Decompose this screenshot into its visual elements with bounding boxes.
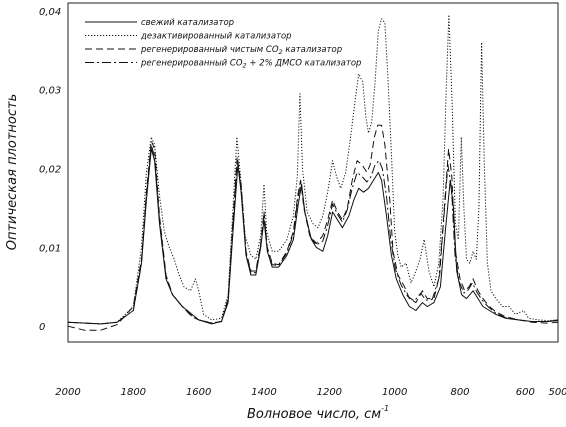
legend-label-2: дезактивированный катализатор (140, 32, 292, 42)
y-axis-title: Оптическая плотность (5, 94, 20, 251)
y-tick-label: 0,01 (39, 243, 61, 254)
x-tick-label: 600 (516, 387, 535, 398)
x-axis-title-main: Волновое число, см (247, 407, 381, 422)
series-line-2 (67, 14, 559, 325)
legend-label-3: регенерированный чистым СО2 катализатор (140, 45, 342, 56)
x-tick-label: 800 (450, 387, 469, 398)
x-tick-label: 1000 (382, 387, 407, 398)
x-axis-title: Волновое число, см-1 (247, 404, 389, 422)
series-layer (67, 14, 559, 331)
series-line-1 (67, 148, 559, 325)
x-tick-label: 2000 (55, 387, 80, 398)
legend: свежий катализатор дезактивированный ката… (85, 18, 361, 70)
y-tick-labels: 0 0,01 0,02 0,03 0,04 (39, 7, 61, 333)
x-tick-label: 1800 (121, 387, 146, 398)
x-tick-label: 1600 (186, 387, 211, 398)
y-tick-label: 0,03 (39, 86, 61, 97)
y-tick-label: 0,02 (39, 165, 61, 176)
y-tick-label: 0 (39, 322, 45, 333)
x-tick-label: 500 (548, 387, 566, 398)
legend-label-4: регенерированный СО2 + 2% ДМСО катализат… (140, 59, 361, 70)
x-tick-labels: 2000 1800 1600 1400 1200 1000 800 600 500 (55, 387, 566, 398)
x-tick-label: 1200 (317, 387, 342, 398)
legend-label-1: свежий катализатор (141, 18, 234, 28)
x-axis-title-superscript: -1 (381, 404, 389, 413)
series-line-3 (67, 124, 559, 331)
plot-frame (67, 2, 559, 343)
x-tick-label: 1400 (251, 387, 276, 398)
y-tick-label: 0,04 (39, 7, 61, 18)
series-line-4 (67, 144, 559, 325)
